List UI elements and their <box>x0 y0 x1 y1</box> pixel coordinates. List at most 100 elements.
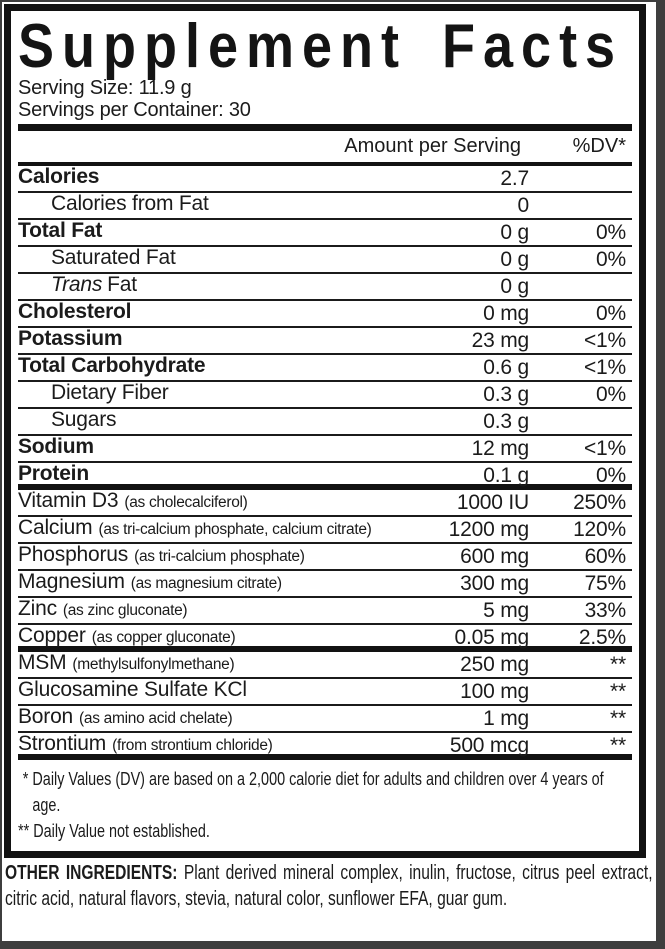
nutrient-dv: ** <box>610 734 626 757</box>
nutrient-name: Saturated Fat <box>51 246 176 269</box>
servings-per-container: Servings per Container: 30 <box>18 99 251 121</box>
nutrient-source-note: (as magnesium citrate) <box>130 575 282 592</box>
footnotes-inner: * Daily Values (DV) are based on a 2,000… <box>18 766 628 844</box>
nutrient-name: Strontium (from strontium chloride) <box>18 732 273 755</box>
nutrient-name: Dietary Fiber <box>51 381 169 404</box>
serving-size: Serving Size: 11.9 g <box>18 77 192 99</box>
nutrient-row: MSM (methylsulfonylmethane) 250 mg ** <box>18 652 632 679</box>
nutrient-row: Boron (as amino acid chelate) 1 mg ** <box>18 706 632 733</box>
nutrient-row: Cholesterol 0 mg 0% <box>18 301 632 328</box>
nutrient-amount: 500 mcg <box>449 734 529 757</box>
nutrient-name: Vitamin D3 (as cholecalciferol) <box>18 489 248 512</box>
nutrient-name: Zinc (as zinc gluconate) <box>18 597 188 620</box>
nutrient-amount: 0 g <box>500 221 529 244</box>
nutrient-row: Saturated Fat 0 g 0% <box>18 247 632 274</box>
other-ingredients-text: Plant derived mineral complex, inulin, f… <box>5 861 653 910</box>
panel-title: Supplement Facts <box>18 11 624 81</box>
nutrient-source-note: (as cholecalciferol) <box>124 494 248 511</box>
nutrient-row: Calories 2.7 <box>18 166 632 193</box>
nutrient-amount: 0.6 g <box>483 356 529 379</box>
nutrient-dv: 0% <box>596 248 626 271</box>
nutrient-row: Total Carbohydrate 0.6 g <1% <box>18 355 632 382</box>
nutrient-dv: <1% <box>583 356 626 379</box>
nutrient-source-note: (as tri-calcium phosphate, calcium citra… <box>98 521 372 538</box>
nutrient-name: Calories from Fat <box>51 192 209 215</box>
nutrient-amount: 0 mg <box>483 302 529 325</box>
nutrient-row: Calcium (as tri-calcium phosphate, calciu… <box>18 517 632 544</box>
nutrient-row: Sugars 0.3 g <box>18 409 632 436</box>
nutrient-dv: 0% <box>596 302 626 325</box>
nutrient-amount: 0.3 g <box>483 383 529 406</box>
nutrient-dv: 0% <box>596 383 626 406</box>
nutrient-dv: 33% <box>584 599 627 622</box>
nutrient-name: Protein <box>18 462 89 485</box>
nutrient-amount: 250 mg <box>460 653 529 676</box>
nutrient-amount: 2.7 <box>500 167 529 190</box>
nutrient-name: Potassium <box>18 327 123 350</box>
nutrient-row: Trans Fat 0 g <box>18 274 632 301</box>
nutrient-name: Phosphorus (as tri-calcium phosphate) <box>18 543 305 566</box>
nutrient-dv: 250% <box>573 491 626 514</box>
nutrient-amount: 1 mg <box>483 707 529 730</box>
footnotes-section: * Daily Values (DV) are based on a 2,000… <box>18 760 632 844</box>
divider-header-bottom <box>18 162 632 166</box>
nutrient-row: Phosphorus (as tri-calcium phosphate) 600… <box>18 544 632 571</box>
column-header-row: Amount per Serving %DV* <box>18 131 632 162</box>
nutrient-dv: ** <box>610 653 626 676</box>
nutrient-name: Sugars <box>51 408 117 431</box>
panel-title-container: Supplement Facts <box>18 15 632 77</box>
nutrient-amount: 0.3 g <box>483 410 529 433</box>
nutrient-name: Total Carbohydrate <box>18 354 206 377</box>
nutrient-amount: 0 g <box>500 248 529 271</box>
footnote-daily-values: * Daily Values (DV) are based on a 2,000… <box>22 769 604 815</box>
nutrient-amount: 0.1 g <box>483 464 529 487</box>
nutrient-name: Total Fat <box>18 219 103 242</box>
nutrient-name: MSM (methylsulfonylmethane) <box>18 651 235 674</box>
nutrient-amount: 600 mg <box>460 545 529 568</box>
footnote-not-established: ** Daily Value not established. <box>18 821 210 841</box>
nutrient-amount: 300 mg <box>460 572 529 595</box>
nutrient-amount: 0.05 mg <box>454 626 530 649</box>
nutrient-dv: <1% <box>583 437 626 460</box>
nutrient-amount: 12 mg <box>471 437 530 460</box>
facts-table: Calories 2.7 Calories from Fat 0 Total F… <box>18 166 632 760</box>
nutrient-name: Copper (as copper gluconate) <box>18 624 236 647</box>
nutrient-dv: 120% <box>573 518 626 541</box>
column-amount-header: Amount per Serving <box>344 135 521 157</box>
nutrient-name: Cholesterol <box>18 300 132 323</box>
nutrient-row: Sodium 12 mg <1% <box>18 436 632 463</box>
other-ingredients: OTHER INGREDIENTS: Plant derived mineral… <box>5 860 653 912</box>
nutrient-dv: 0% <box>596 464 626 487</box>
nutrient-source-note: (as tri-calcium phosphate) <box>134 548 305 565</box>
nutrient-row: Dietary Fiber 0.3 g 0% <box>18 382 632 409</box>
nutrient-name: Glucosamine Sulfate KCl <box>18 678 247 701</box>
nutrient-source-note: (as zinc gluconate) <box>62 602 188 619</box>
nutrient-row: Strontium (from strontium chloride) 500 m… <box>18 733 632 760</box>
nutrient-amount: 0 <box>517 194 530 217</box>
nutrient-amount: 1200 mg <box>448 518 530 541</box>
nutrient-amount: 0 g <box>500 275 529 298</box>
nutrient-row: Zinc (as zinc gluconate) 5 mg 33% <box>18 598 632 625</box>
nutrient-dv: 60% <box>584 545 627 568</box>
nutrient-amount: 100 mg <box>460 680 529 703</box>
nutrient-amount: 1000 IU <box>456 491 529 514</box>
nutrient-dv: ** <box>610 707 626 730</box>
nutrient-row: Total Fat 0 g 0% <box>18 220 632 247</box>
nutrient-name: Sodium <box>18 435 94 458</box>
nutrient-name: Calcium (as tri-calcium phosphate, calciu… <box>18 516 372 539</box>
nutrient-dv: <1% <box>583 329 626 352</box>
nutrient-name: Trans Fat <box>51 273 137 296</box>
nutrient-dv: 75% <box>584 572 627 595</box>
nutrient-row: Protein 0.1 g 0% <box>18 463 632 490</box>
divider-header-top <box>18 124 632 131</box>
supplement-facts-panel: Supplement Facts Serving Size: 11.9 g Se… <box>4 4 646 858</box>
nutrient-row: Potassium 23 mg <1% <box>18 328 632 355</box>
nutrient-name: Boron (as amino acid chelate) <box>18 705 233 728</box>
column-dv-header: %DV* <box>572 135 626 157</box>
nutrient-source-note: (as copper gluconate) <box>91 629 236 646</box>
other-ingredients-section: OTHER INGREDIENTS: Plant derived mineral… <box>5 860 656 912</box>
nutrient-row: Glucosamine Sulfate KCl 100 mg ** <box>18 679 632 706</box>
nutrient-source-note: (methylsulfonylmethane) <box>72 656 235 673</box>
nutrient-name: Calories <box>18 165 100 188</box>
